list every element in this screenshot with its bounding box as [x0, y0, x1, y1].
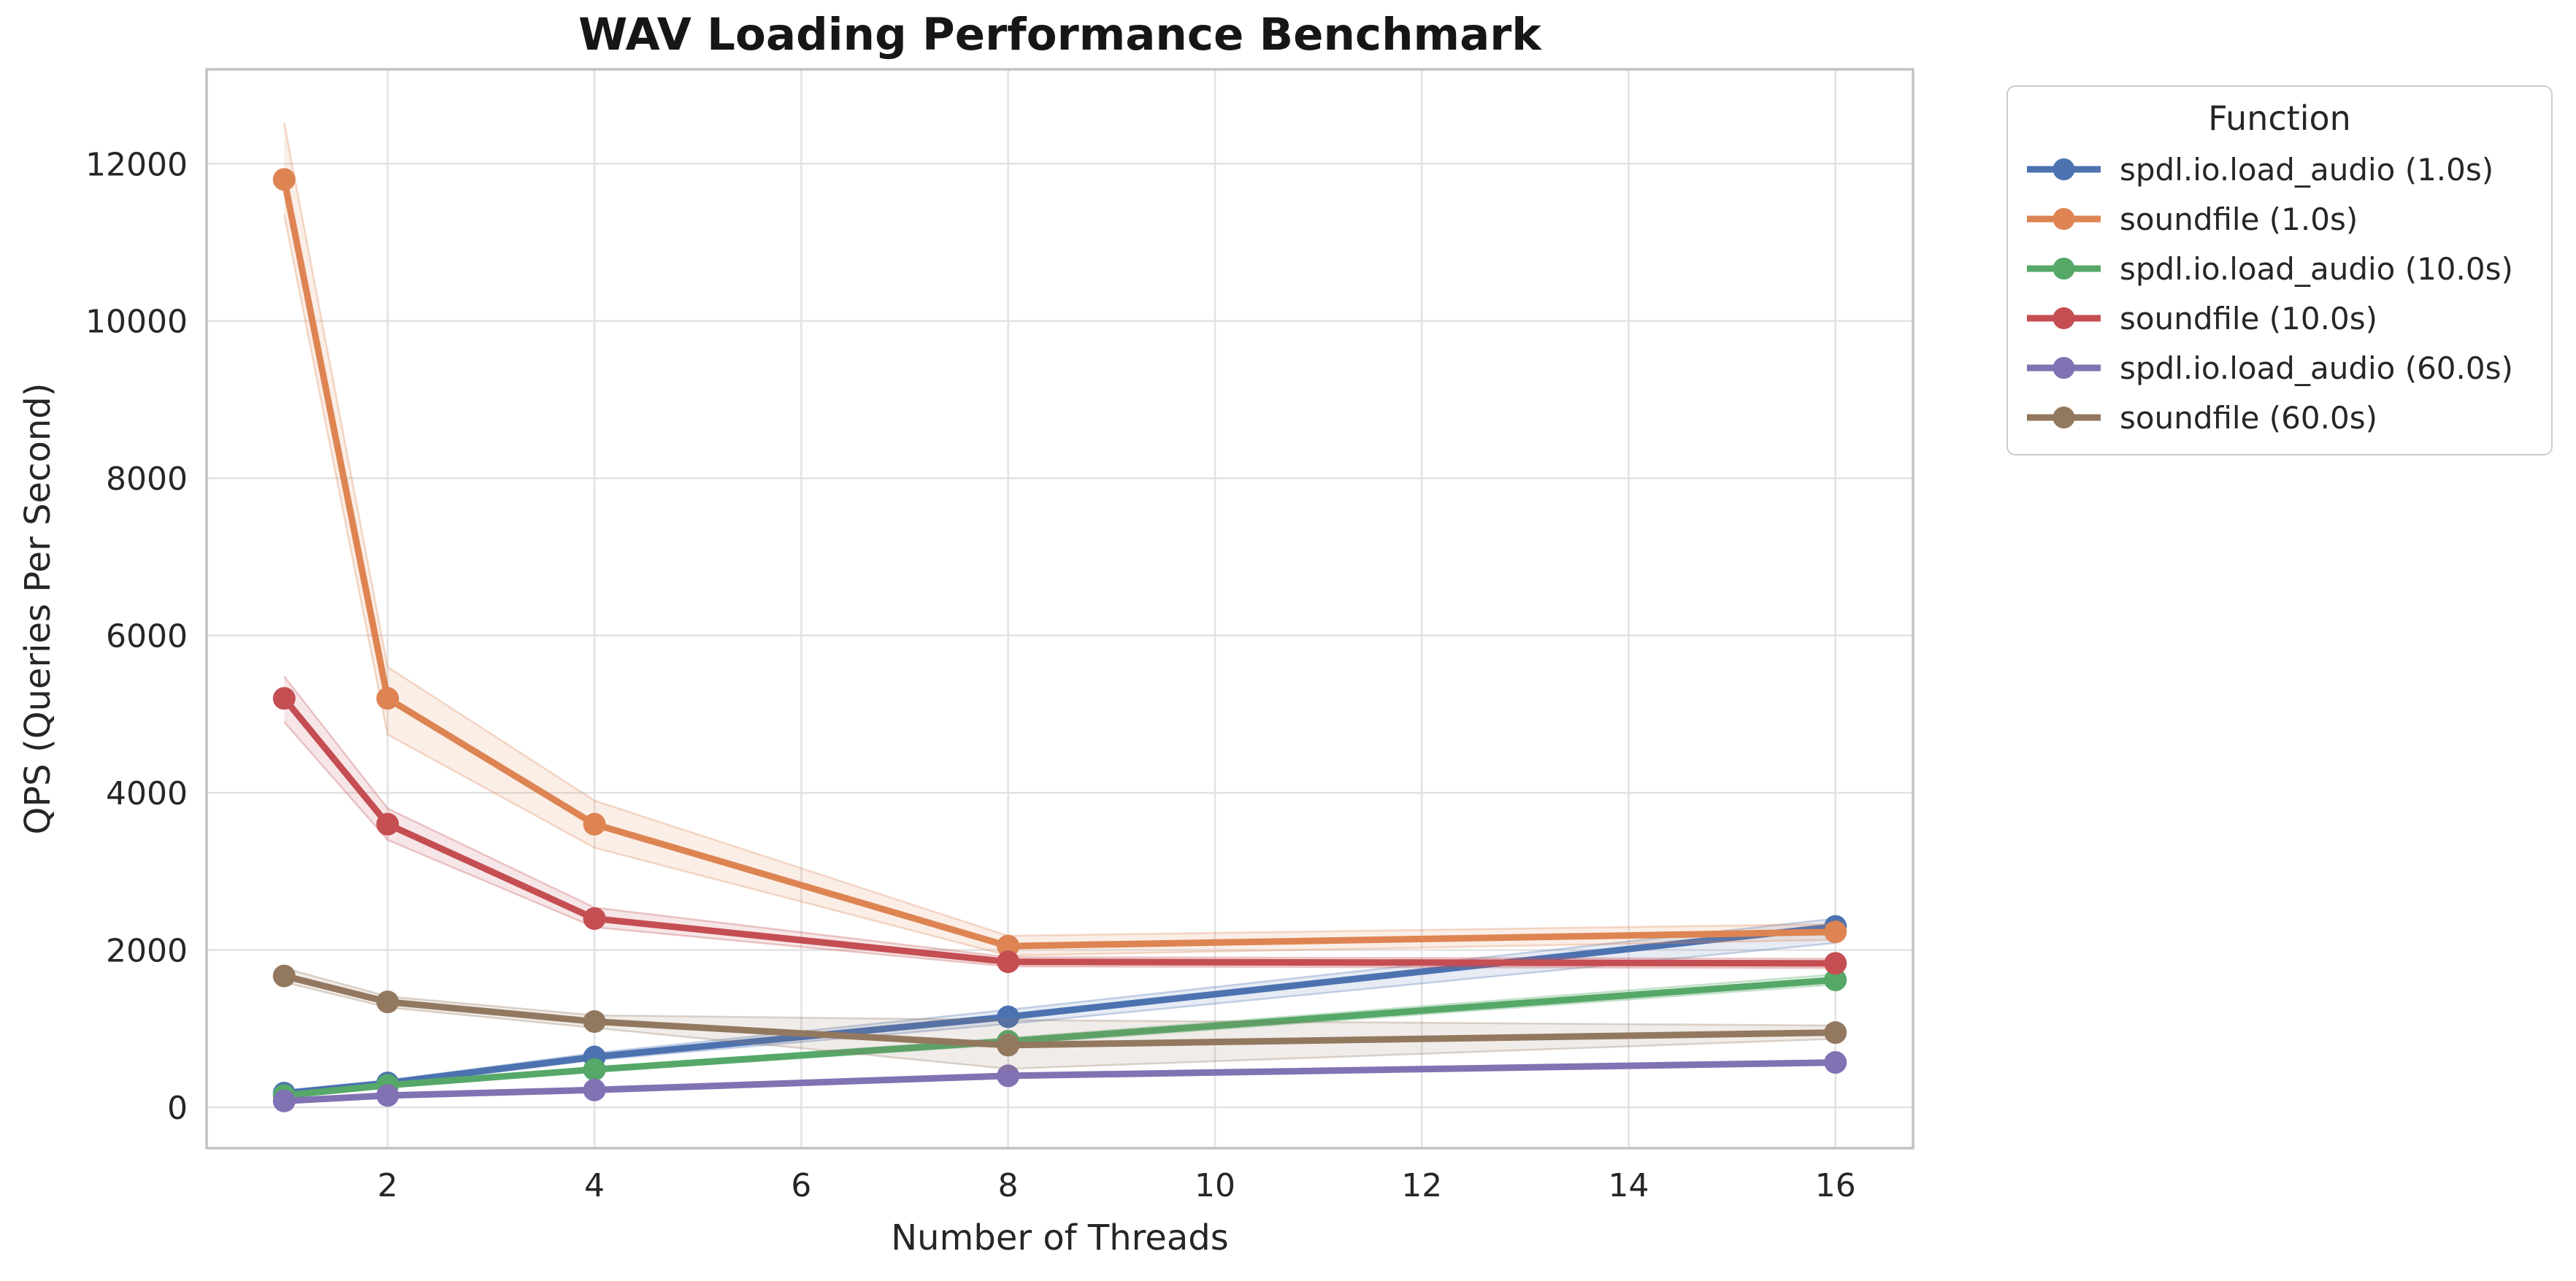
series-line [281, 696, 1836, 967]
confidence-band-edge [283, 215, 1836, 957]
legend-line-marker-icon [2027, 357, 2101, 379]
data-point [272, 1089, 296, 1112]
legend-item-label: spdl.io.load_audio (1.0s) [2120, 151, 2494, 188]
confidence-band-edge [283, 123, 1836, 937]
x-tick-label: 2 [377, 1167, 398, 1204]
x-tick-label: 10 [1195, 1167, 1235, 1204]
legend: Function spdl.io.load_audio (1.0s) soundf… [2006, 85, 2553, 455]
data-point [997, 934, 1020, 958]
data-point [583, 1078, 606, 1101]
legend-item: soundfile (1.0s) [2025, 194, 2534, 244]
data-point [1824, 952, 1847, 975]
data-point [376, 990, 399, 1014]
x-tick-label: 14 [1609, 1167, 1649, 1204]
legend-line-marker-icon [2027, 258, 2101, 280]
axes-border [205, 68, 1914, 1150]
legend-item: soundfile (60.0s) [2025, 393, 2534, 442]
x-tick-label: 6 [791, 1167, 811, 1204]
legend-item: soundfile (10.0s) [2025, 293, 2534, 343]
x-tick-label: 16 [1815, 1167, 1856, 1204]
data-point [997, 1064, 1020, 1088]
y-tick-label: 10000 [85, 304, 188, 341]
data-point [997, 1005, 1020, 1028]
x-axis-label: Number of Threads [891, 1217, 1229, 1258]
x-tick-label: 4 [584, 1167, 605, 1204]
y-tick-label: 8000 [106, 461, 188, 498]
data-point [997, 950, 1020, 974]
y-tick-label: 2000 [106, 933, 188, 970]
legend-line-marker-icon [2027, 208, 2101, 230]
data-point [1824, 968, 1847, 991]
series-line [280, 178, 1836, 950]
confidence-band [284, 968, 1836, 1069]
legend-item-label: soundfile (1.0s) [2120, 201, 2358, 237]
chart-title: WAV Loading Performance Benchmark [578, 9, 1541, 61]
legend-item-label: soundfile (60.0s) [2120, 399, 2377, 436]
legend-items: spdl.io.load_audio (1.0s) soundfile (1.0s… [2025, 145, 2534, 442]
confidence-band-edge [283, 675, 1836, 960]
data-point [376, 812, 399, 836]
legend-item-label: soundfile (10.0s) [2120, 300, 2377, 336]
data-point [376, 687, 399, 710]
data-point [1824, 920, 1847, 944]
legend-item: spdl.io.load_audio (1.0s) [2025, 145, 2534, 194]
legend-item-label: spdl.io.load_audio (10.0s) [2120, 250, 2513, 287]
legend-line-marker-icon [2027, 307, 2101, 329]
y-tick-label: 6000 [106, 618, 188, 655]
data-point [1824, 1051, 1847, 1074]
legend-item: spdl.io.load_audio (10.0s) [2025, 244, 2534, 293]
legend-line-marker-icon [2027, 158, 2101, 180]
data-point [583, 1010, 606, 1034]
y-axis-label: QPS (Queries Per Second) [18, 382, 58, 835]
y-tick-label: 0 [167, 1090, 188, 1127]
legend-line-marker-icon [2027, 407, 2101, 428]
confidence-band [284, 123, 1836, 956]
data-point [272, 168, 296, 191]
y-tick-label: 12000 [85, 146, 188, 183]
legend-item-label: spdl.io.load_audio (60.0s) [2120, 350, 2513, 386]
x-tick-label: 12 [1401, 1167, 1442, 1204]
data-point [997, 1034, 1020, 1057]
data-point [272, 687, 296, 710]
data-point [583, 907, 606, 930]
data-point [376, 1084, 399, 1107]
data-point [272, 964, 296, 988]
data-point [1824, 1021, 1847, 1045]
data-point [583, 812, 606, 836]
legend-item: spdl.io.load_audio (60.0s) [2025, 343, 2534, 393]
x-tick-label: 8 [998, 1167, 1019, 1204]
y-tick-label: 4000 [106, 775, 188, 812]
data-point [583, 1058, 606, 1081]
confidence-band [284, 676, 1836, 969]
legend-title: Function [2208, 99, 2351, 138]
